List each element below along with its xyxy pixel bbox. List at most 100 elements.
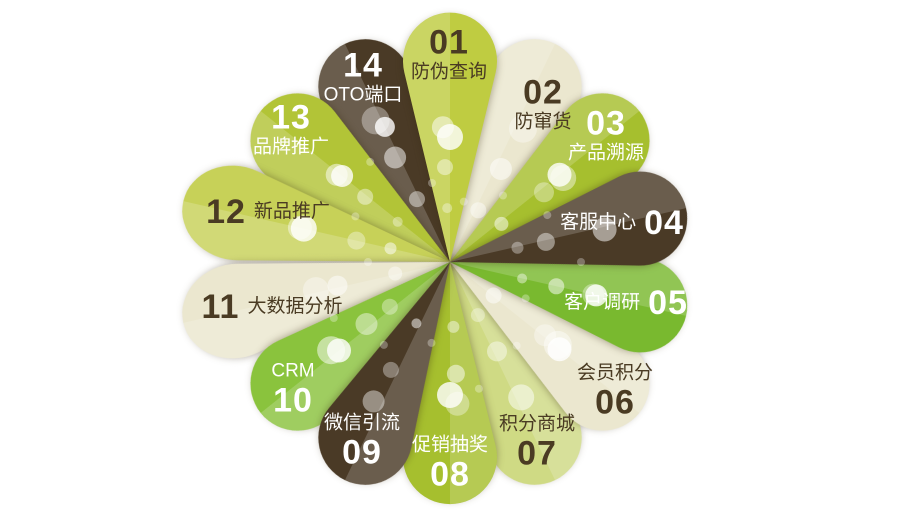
petal-03-label: 产品溯源 [567, 142, 645, 164]
petal-01-caption: 01 防伪查询 [411, 23, 487, 82]
dots-pattern [287, 106, 617, 416]
petal-02-label: 防窜货 [514, 111, 572, 133]
petal-11-caption: 11 大数据分析 [202, 288, 343, 326]
decorative-dot [331, 165, 354, 187]
petal-04-number: 04 [644, 203, 684, 242]
decorative-dot [489, 158, 512, 180]
petal-06-label: 会员积分 [576, 362, 654, 384]
decorative-dot [499, 191, 507, 200]
decorative-dot [442, 203, 453, 214]
petal-11-label: 大数据分析 [247, 296, 343, 318]
decorative-dot [517, 273, 528, 284]
decorative-dot [327, 275, 348, 296]
petal-08-number: 08 [430, 455, 470, 494]
decorative-dot [543, 211, 552, 220]
decorative-dot [381, 298, 398, 315]
decorative-dot [379, 340, 388, 349]
decorative-dot [536, 232, 555, 251]
decorative-dot [446, 364, 465, 383]
decorative-dot [384, 242, 397, 255]
decorative-dot [459, 197, 468, 206]
petal-05-label: 客户调研 [564, 292, 641, 314]
decorative-dot [547, 337, 572, 362]
petal-14-label: OTO端口 [323, 84, 403, 106]
decorative-dot [427, 338, 436, 347]
decorative-dot [511, 241, 524, 254]
decorative-dot [362, 390, 385, 413]
petal-09-label: 微信引流 [323, 412, 401, 434]
decorative-dot [487, 341, 507, 362]
decorative-dot [366, 157, 375, 166]
petal-05-caption: 客户调研 05 [564, 284, 688, 322]
decorative-dot [437, 382, 463, 408]
petal-01-label: 防伪查询 [410, 61, 488, 83]
decorative-dot [411, 318, 422, 329]
decorative-dot [534, 324, 557, 347]
petal-03-caption: 03 产品溯源 [568, 104, 644, 163]
decorative-dot [364, 258, 372, 266]
decorative-dot [547, 162, 572, 187]
petal-02-caption: 02 防窜货 [514, 73, 571, 132]
decorative-dot [374, 116, 395, 137]
petal-01-number: 01 [429, 23, 469, 62]
decorative-dot [437, 159, 453, 176]
petal-06-caption: 会员积分 06 [577, 362, 653, 421]
decorative-dot [509, 114, 537, 143]
petal-12-number: 12 [206, 192, 246, 231]
petal-10-caption: CRM 10 [271, 360, 314, 419]
petal-08-caption: 促销抽奖 08 [412, 434, 488, 493]
decorative-dot [384, 146, 407, 169]
petal-11-number: 11 [201, 287, 240, 326]
decorative-dot [329, 314, 338, 322]
decorative-dot [470, 202, 487, 219]
decorative-dot [409, 191, 425, 208]
petal-09-number: 09 [342, 433, 382, 472]
petal-09-caption: 微信引流 09 [324, 412, 400, 471]
decorative-dot [428, 179, 436, 187]
decorative-dot [585, 284, 608, 307]
petal-13-caption: 13 品牌推广 [253, 98, 329, 157]
petal-layer [172, 12, 697, 505]
decorative-dot [592, 217, 617, 242]
decorative-dot [392, 216, 403, 227]
petal-06-number: 06 [595, 383, 635, 422]
petal-12-label: 新品推广 [253, 201, 330, 223]
decorative-dot [351, 212, 360, 221]
petal-05-number: 05 [648, 283, 688, 322]
decorative-dot [447, 320, 460, 333]
decorative-dot [494, 216, 509, 231]
petal-10-label: CRM [271, 360, 315, 382]
petal-13-label: 品牌推广 [252, 136, 330, 158]
decorative-dot [521, 294, 530, 303]
petal-08-label: 促销抽奖 [411, 434, 489, 456]
petal-02-number: 02 [523, 73, 563, 112]
petal-14-number: 14 [343, 46, 383, 85]
petal-07-label: 积分商城 [498, 413, 576, 435]
decorative-dot [508, 384, 535, 411]
decorative-dot [382, 361, 399, 378]
decorative-dot [355, 313, 378, 335]
decorative-dot [302, 277, 329, 304]
decorative-dot [388, 266, 403, 281]
decorative-dot [548, 278, 565, 295]
decorative-dot [347, 231, 366, 250]
petal-12-caption: 12 新品推广 [206, 193, 330, 231]
petal-04-label: 客服中心 [560, 212, 637, 234]
petal-14-caption: 14 OTO端口 [324, 46, 403, 105]
decorative-dot [327, 338, 351, 363]
petal-07-caption: 积分商城 07 [499, 413, 575, 472]
petal-07-number: 07 [517, 434, 557, 473]
decorative-dot [470, 308, 485, 323]
petal-10-number: 10 [273, 381, 313, 420]
decorative-dot [485, 287, 502, 304]
decorative-dot [512, 341, 521, 350]
decorative-dot [474, 384, 483, 393]
decorative-dot [534, 182, 554, 203]
decorative-dot [357, 188, 374, 205]
petal-04-caption: 客服中心 04 [560, 204, 684, 242]
petal-03-number: 03 [586, 104, 626, 143]
decorative-dot [437, 124, 463, 150]
petal-13-number: 13 [271, 98, 311, 137]
